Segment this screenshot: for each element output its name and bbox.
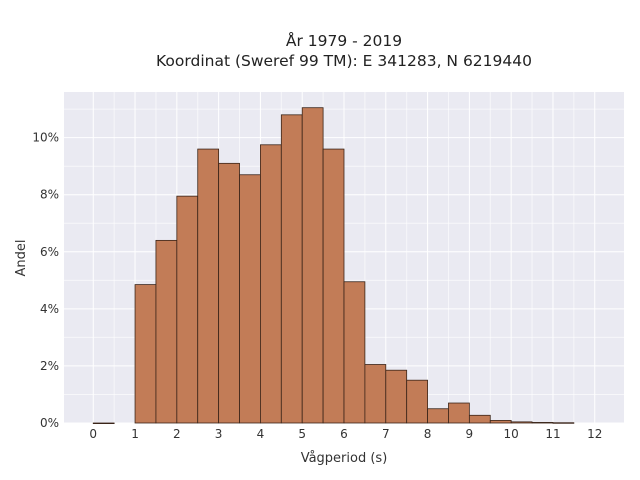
histogram-bar [468,414,491,424]
histogram-bar [406,379,428,424]
x-tick-label: 11 [545,427,560,441]
histogram-bar [364,364,387,424]
y-tick-label: 4% [40,302,59,316]
y-tick-label: 0% [40,416,59,430]
y-axis-label: Andel [14,240,29,277]
x-tick-label: 7 [382,427,390,441]
x-tick-label: 2 [173,427,181,441]
histogram-bar [260,144,282,424]
x-axis-label: Vågperiod (s) [301,451,388,466]
x-tick-label: 0 [89,427,97,441]
x-tick-label: 3 [215,427,223,441]
histogram-bar [301,107,324,424]
histogram-bar [218,162,240,424]
histogram-bar [427,408,449,424]
y-tick-label: 6% [40,245,59,259]
histogram-bar [155,239,178,424]
x-tick-label: 12 [587,427,602,441]
histogram-bar [448,402,470,424]
x-tick-label: 4 [257,427,265,441]
x-tick-label: 8 [424,427,432,441]
histogram-bar [134,284,157,424]
x-tick-label: 10 [504,427,519,441]
histogram-bar [531,422,554,424]
histogram-bar [510,421,533,424]
chart-title-line-1: År 1979 - 2019 [286,31,402,50]
histogram-bar [176,195,199,424]
y-tick-label: 10% [32,131,59,145]
histogram-bar [552,422,575,424]
histogram-bar [239,174,261,424]
histogram-bar [92,422,115,425]
histogram-bar [343,281,366,424]
x-tick-label: 9 [466,427,474,441]
histogram-bar [489,420,512,424]
histogram-bar [280,114,303,424]
x-tick-label: 5 [298,427,306,441]
bars [92,107,575,425]
y-axis-ticks: 0% 2% 4% 6% 8% 10% [32,131,59,430]
histogram-bar [197,148,220,424]
histogram-bar [385,369,408,424]
histogram-bar [322,148,345,424]
x-axis-ticks: 0 1 2 3 4 5 6 7 8 9 10 11 12 [89,427,602,441]
y-tick-label: 2% [40,359,59,373]
chart-title-line-2: Koordinat (Sweref 99 TM): E 341283, N 62… [156,52,532,70]
x-tick-label: 1 [131,427,139,441]
x-tick-label: 6 [340,427,348,441]
y-tick-label: 8% [40,188,59,202]
